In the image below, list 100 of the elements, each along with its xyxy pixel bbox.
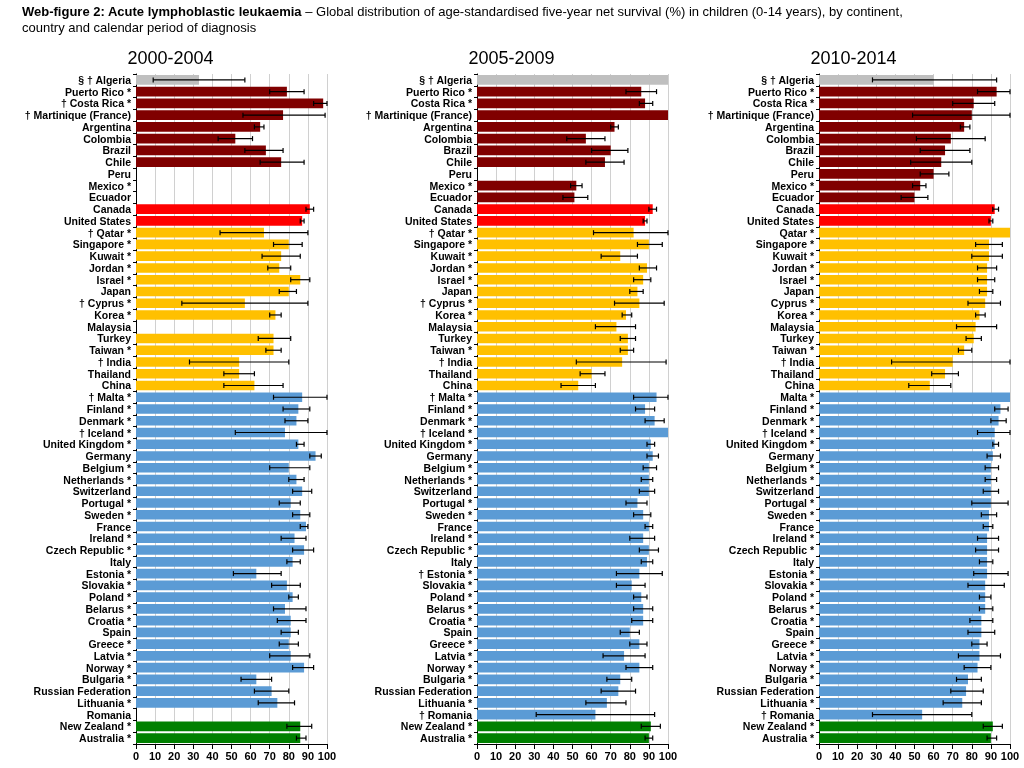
bar — [136, 274, 301, 285]
x-tick-label: 10 — [831, 749, 844, 762]
y-tick-label: Germany — [426, 450, 473, 463]
bar — [477, 568, 640, 579]
y-tick-label: Estonia * — [86, 567, 132, 580]
y-tick-label: New Zealand * — [59, 720, 132, 733]
y-tick-label: Estonia * — [768, 567, 815, 580]
y-tick-label: † India — [97, 355, 132, 368]
bar — [818, 580, 985, 591]
y-tick-label: Ireland * — [772, 532, 815, 545]
bar — [818, 627, 982, 638]
y-tick-label: Belgium * — [765, 461, 815, 474]
bar — [477, 592, 642, 602]
x-tick-label: 80 — [965, 749, 978, 762]
y-tick-label: Mexico * — [429, 179, 474, 192]
y-tick-label: Korea * — [94, 308, 132, 321]
bar — [818, 721, 993, 732]
bar — [477, 310, 627, 320]
bar — [136, 509, 301, 520]
y-tick-label: United Kingdom * — [725, 438, 815, 451]
x-tick-label: 70 — [604, 749, 618, 762]
y-tick-label: Ecuador — [771, 191, 814, 204]
bar — [818, 451, 993, 461]
bar — [477, 357, 623, 367]
bar — [136, 427, 285, 438]
bar — [818, 169, 934, 179]
bar — [136, 227, 264, 238]
bar — [136, 533, 295, 544]
y-tick-label: Denmark * — [761, 414, 815, 427]
bar — [818, 310, 980, 320]
y-tick-label: Norway * — [427, 661, 474, 674]
y-tick-label: Argentina — [81, 120, 132, 133]
y-tick-label: Denmark * — [79, 414, 132, 427]
x-tick-label: 40 — [888, 749, 902, 762]
bar — [136, 133, 236, 144]
y-tick-label: Czech Republic * — [387, 544, 474, 557]
y-tick-label: Australia * — [420, 732, 474, 745]
y-tick-label: Latvia * — [434, 649, 474, 662]
x-tick-label: 90 — [643, 749, 656, 762]
bar — [477, 698, 608, 708]
y-tick-label: Puerto Rico * — [65, 85, 132, 98]
y-tick-label: Jordan * — [771, 261, 815, 274]
bar — [477, 709, 596, 720]
y-tick-label: † India — [780, 355, 814, 368]
bar — [477, 733, 650, 743]
x-tick-label: 70 — [946, 749, 959, 762]
y-tick-label: Singapore * — [413, 238, 474, 251]
bar — [818, 404, 1001, 414]
y-tick-label: § † Algeria — [760, 73, 814, 86]
bar — [818, 568, 987, 579]
x-tick-label: 60 — [244, 749, 257, 762]
y-tick-label: United States — [405, 214, 473, 227]
bar — [477, 604, 644, 614]
bar — [136, 357, 240, 367]
y-tick-label: Russian Federation — [374, 685, 473, 698]
bar — [136, 686, 272, 696]
y-tick-label: Australia * — [761, 732, 815, 745]
y-tick-label: Argentina — [764, 120, 814, 133]
y-tick-label: Bulgaria * — [423, 673, 474, 686]
y-tick-label: Taiwan * — [771, 344, 815, 357]
bar — [136, 310, 276, 320]
y-tick-label: † Qatar * — [87, 226, 132, 239]
y-tick-label: Spain — [785, 626, 814, 639]
x-tick-label: 50 — [225, 749, 238, 762]
y-tick-label: Israel * — [96, 273, 132, 286]
y-tick-label: Italy — [451, 555, 473, 568]
x-tick-label: 40 — [547, 749, 560, 762]
bar — [477, 580, 633, 591]
y-tick-label: Belarus * — [85, 602, 132, 615]
y-tick-label: China — [101, 379, 132, 392]
y-tick-label: Taiwan * — [89, 344, 132, 357]
bar — [818, 427, 995, 438]
bar — [136, 604, 285, 614]
y-tick-label: Kuwait * — [772, 250, 815, 263]
bar — [818, 86, 997, 97]
y-tick-label: Portugal * — [81, 497, 132, 510]
y-tick-label: Finland * — [427, 403, 474, 415]
bar — [136, 286, 289, 297]
y-tick-label: Spain — [443, 626, 473, 639]
y-tick-label: Norway * — [768, 661, 815, 674]
bar — [477, 556, 648, 567]
y-tick-label: Kuwait * — [430, 250, 474, 263]
y-tick-label: Portugal * — [764, 497, 815, 510]
bar — [136, 345, 274, 356]
y-tick-label: Croatia * — [87, 614, 132, 627]
bar — [477, 662, 640, 673]
bar — [477, 368, 592, 379]
text: Web-figure 2: Acute lymphoblastic leukaemia — [22, 4, 302, 19]
y-tick-label: Brazil — [443, 144, 473, 157]
y-tick-label: Slovakia * — [81, 579, 132, 592]
y-tick-label: Greece * — [88, 638, 132, 651]
y-tick-label: Germany — [768, 450, 814, 463]
y-tick-label: Turkey — [780, 332, 814, 345]
bar — [136, 568, 257, 579]
bar — [477, 474, 650, 485]
y-tick-label: Switzerland — [72, 485, 131, 498]
y-tick-label: United States — [63, 214, 132, 227]
bar — [477, 639, 640, 649]
bar — [477, 380, 579, 391]
y-tick-label: Taiwan * — [430, 344, 474, 357]
